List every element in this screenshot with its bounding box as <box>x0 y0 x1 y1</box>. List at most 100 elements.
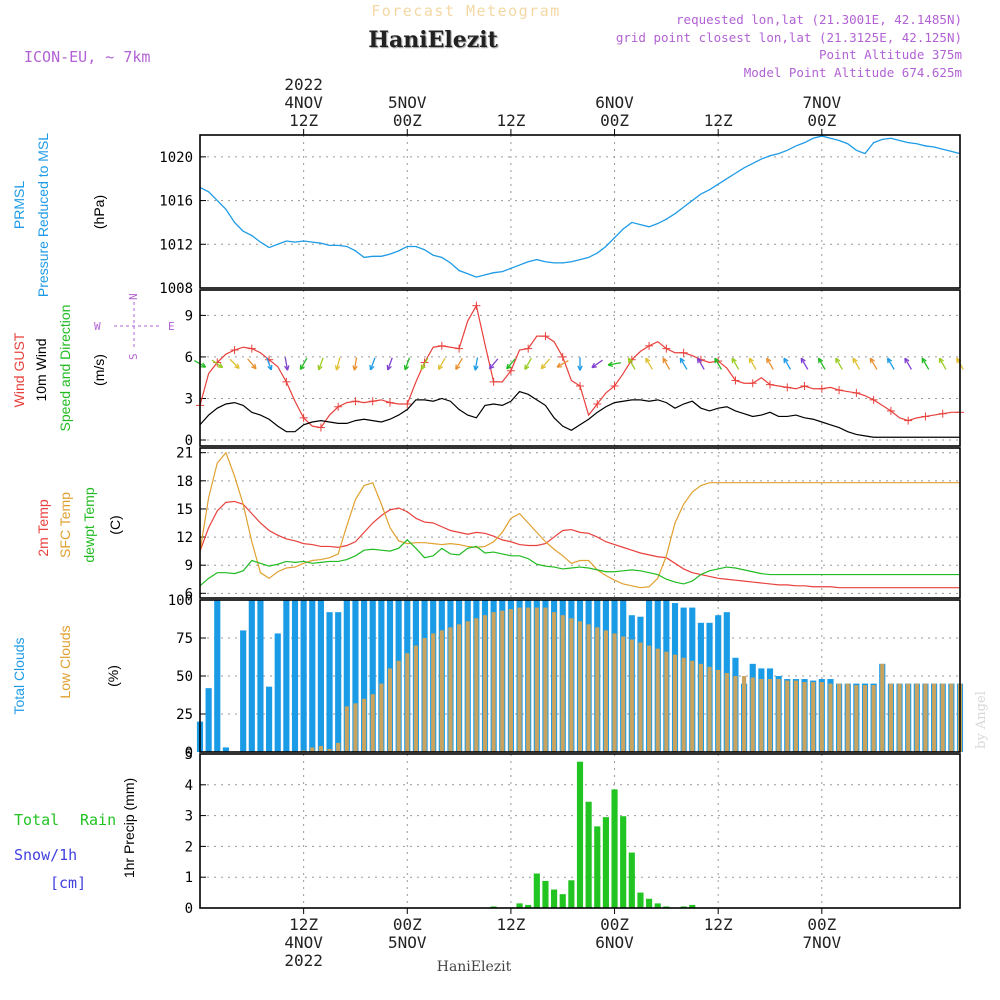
low-cloud-bar <box>811 682 816 752</box>
total-cloud-bar <box>222 747 229 752</box>
low-cloud-bar <box>318 745 323 752</box>
bottom-time-label: 4NOV <box>284 933 323 952</box>
pressure-ytick-label-2: 1016 <box>159 194 193 210</box>
low-cloud-bar <box>491 612 496 752</box>
wind-arrow <box>506 358 516 370</box>
wind-arrow-head <box>300 366 305 371</box>
total-cloud-bar <box>335 612 342 752</box>
wind-arrow-shaft <box>800 357 809 370</box>
wind-arrow-shaft <box>229 358 240 369</box>
bottom-time-label: 7NOV <box>803 933 842 952</box>
pressure-line <box>199 135 961 278</box>
total-cloud-bar <box>343 600 350 752</box>
total-cloud-bar <box>257 600 264 752</box>
precip-ytick-label-2: 2 <box>185 839 193 855</box>
model-label: ICON-EU, ~ 7km <box>24 48 150 66</box>
wind-arrow <box>352 357 358 371</box>
low-cloud-bar <box>932 683 937 752</box>
wind-arrow-head <box>697 357 703 362</box>
low-cloud-bar <box>448 627 453 752</box>
wind-arrow <box>455 357 463 371</box>
pressure-point <box>665 218 668 220</box>
wind-arrow-shaft <box>455 357 463 370</box>
wind-gust-point <box>316 423 325 432</box>
wind-arrow-head <box>473 365 476 371</box>
wind-arrow-head <box>455 366 461 371</box>
rain-bar <box>602 817 609 908</box>
low-cloud-bar <box>482 615 488 752</box>
low-cloud-bar <box>526 607 531 752</box>
low-cloud-bar <box>949 683 954 752</box>
wind-gust-point <box>299 413 308 422</box>
wind-arrow-shaft <box>938 357 947 370</box>
wind-arrow-head <box>506 363 509 369</box>
wind-arrow-head <box>234 366 240 370</box>
low-cloud-bar <box>327 748 332 752</box>
low-cloud-bar <box>500 610 505 752</box>
wind-arrow-shaft <box>608 362 622 366</box>
wind-arrow <box>266 357 273 371</box>
bottom-time-label: 12Z <box>496 915 525 934</box>
wind-arrow-shaft <box>904 357 912 370</box>
wind-arrow <box>577 357 583 371</box>
low-cloud-bar <box>629 639 634 752</box>
low-cloud-bar <box>310 747 315 752</box>
wind-arrow <box>488 358 499 370</box>
low-cloud-bar <box>603 630 608 752</box>
low-cloud-bar <box>595 627 600 752</box>
pressure-ytick-label-3: 1020 <box>159 150 193 166</box>
wind-arrow-head <box>749 357 754 362</box>
wind-arrow-shaft <box>335 357 341 371</box>
wind-arrow-shaft <box>524 357 532 370</box>
low-cloud-bar <box>517 607 522 752</box>
wind-arrow-head <box>607 364 614 367</box>
pressure-point <box>354 250 357 252</box>
wind-arrow-head <box>318 366 323 371</box>
wind-arrow-head <box>607 361 613 366</box>
low-cloud-bar <box>413 645 418 752</box>
wind-arrow <box>887 357 895 370</box>
bottom-time-label: 12Z <box>289 915 318 934</box>
compass-e: E <box>168 320 175 333</box>
top-time-label: 12Z <box>289 111 318 130</box>
wind-arrow-head <box>591 362 595 368</box>
low-cloud-bar <box>543 607 548 752</box>
wind-arrow-head <box>731 357 737 362</box>
wind-gust-point <box>593 400 602 408</box>
wind-arrow <box>645 357 653 370</box>
side-labels: PRMSL Pressure Reduced to MSL (hPa) Wind… <box>11 133 175 892</box>
low-cloud-bar <box>439 630 444 752</box>
wind-arrow-head <box>556 362 561 368</box>
rain-bar <box>646 898 653 908</box>
footer-station: HaniElezit <box>437 959 512 975</box>
wind-arrow <box>556 360 569 368</box>
low-cloud-bar <box>534 607 539 752</box>
total-cloud-bar <box>309 600 316 752</box>
wind-arrow-shaft <box>662 357 671 370</box>
low-cloud-bar <box>560 615 565 752</box>
wind-gust-point <box>576 382 584 390</box>
watermark: by Angel <box>974 691 989 749</box>
temp-frame <box>199 447 961 599</box>
temp-ytick-label-4: 18 <box>176 474 193 490</box>
wind-arrow-shaft <box>714 357 722 370</box>
wind-arrow <box>852 357 861 370</box>
wind-arrow-head <box>267 366 272 371</box>
wind-gust-point <box>748 379 757 388</box>
low-cloud-bar <box>785 680 790 752</box>
pressure-point <box>458 269 460 272</box>
wind-arrow-head <box>921 357 927 362</box>
pressure-ytick-label-1: 1012 <box>159 237 193 253</box>
wind-arrow-shaft <box>353 357 358 371</box>
wind-arrow-shaft <box>766 357 774 370</box>
wind-arrow-head <box>386 364 389 371</box>
low-cloud-bar <box>767 679 773 752</box>
wind-arrow <box>869 357 878 370</box>
total-cloud-bar <box>214 600 221 752</box>
wind-arrow-shaft <box>869 357 878 370</box>
wind-gust-point <box>679 348 688 357</box>
wind-arrow <box>211 359 224 369</box>
wind-arrow-head <box>387 366 392 371</box>
pressure-point <box>561 262 564 264</box>
wind-gust-point <box>800 382 809 390</box>
